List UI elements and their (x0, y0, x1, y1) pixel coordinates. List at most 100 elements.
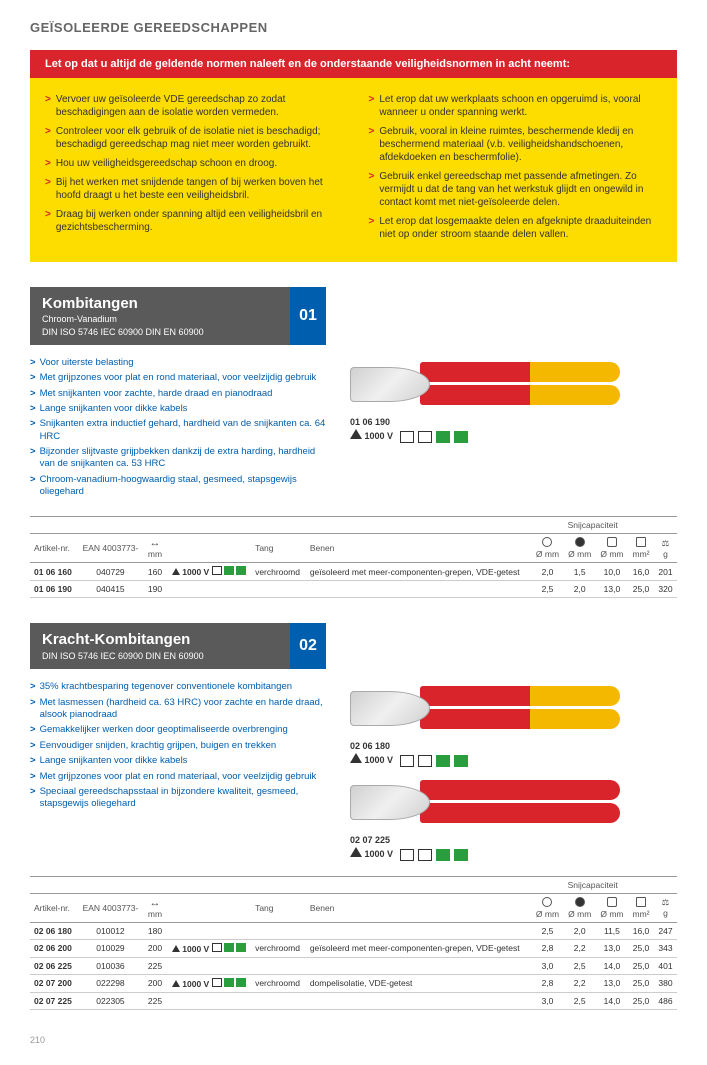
th-art: Artikel-nr. (30, 893, 77, 922)
cell-c1: 3,0 (531, 957, 563, 974)
cell-ean: 010036 (77, 957, 143, 974)
cell-g: 343 (654, 939, 677, 957)
warning-box: Let op dat u altijd de geldende normen n… (30, 50, 677, 262)
cell-art: 02 07 200 (30, 974, 77, 992)
section2-features: 35% krachtbesparing tegenover convention… (30, 681, 330, 860)
cell-art: 02 06 200 (30, 939, 77, 957)
cell-rating (166, 992, 251, 1009)
cell-tang: verchroomd (251, 939, 306, 957)
cell-mm: 160 (143, 563, 166, 581)
rating-icon-green (436, 849, 450, 861)
warning-item: Let erop dat uw werkplaats schoon en opg… (369, 93, 663, 119)
warning-item: Vervoer uw geïsoleerde VDE gereedschap z… (45, 93, 339, 119)
cell-c3: 13,0 (596, 974, 628, 992)
cell-c4: 16,0 (628, 563, 654, 581)
cell-art: 01 06 190 (30, 581, 77, 598)
th-benen: Benen (306, 534, 532, 563)
rating-icon-green (454, 849, 468, 861)
cell-g: 380 (654, 974, 677, 992)
plier-image-3 (350, 775, 677, 830)
section2-header: Kracht-Kombitangen DIN ISO 5746 IEC 6090… (30, 623, 677, 669)
cell-tang (251, 581, 306, 598)
feature-item: Bijzonder slijtvaste grijpbekken dankzij… (30, 446, 330, 471)
feature-item: Met snijkanten voor zachte, harde draad … (30, 388, 330, 400)
page-title: GEÏSOLEERDE GEREEDSCHAPPEN (30, 20, 677, 35)
cell-benen: geïsoleerd met meer-componenten-grepen, … (306, 563, 532, 581)
warning-item: Let erop dat losgemaakte delen en afgekn… (369, 215, 663, 241)
cell-benen (306, 922, 532, 939)
section2-table: SnijcapaciteitArtikel-nr.EAN 4003773-↔mm… (30, 876, 677, 1010)
feature-item: Speciaal gereedschapsstaal in bijzondere… (30, 786, 330, 811)
th-ean: EAN 4003773- (77, 534, 143, 563)
cell-g: 247 (654, 922, 677, 939)
cell-art: 01 06 160 (30, 563, 77, 581)
section1-image: 01 06 190 1000 V (350, 357, 677, 501)
th-c3: Ø mm (596, 534, 628, 563)
cell-c3: 14,0 (596, 992, 628, 1009)
warning-item: Draag bij werken onder spanning altijd e… (45, 208, 339, 234)
feature-item: Chroom-vanadium-hoogwaardig staal, gesme… (30, 474, 330, 499)
rating-icon-green (454, 431, 468, 443)
th-art: Artikel-nr. (30, 534, 77, 563)
cell-c4: 25,0 (628, 939, 654, 957)
cell-tang (251, 957, 306, 974)
cell-c2: 2,5 (564, 992, 596, 1009)
rating-icon (400, 431, 414, 443)
th-mm: ↔mm (143, 534, 166, 563)
th-tang: Tang (251, 893, 306, 922)
warning-item: Bij het werken met snijdende tangen of b… (45, 176, 339, 202)
cell-c2: 2,2 (564, 974, 596, 992)
cell-benen (306, 581, 532, 598)
rating-icon (418, 849, 432, 861)
image1-code: 01 06 190 (350, 417, 677, 427)
section1-norms: DIN ISO 5746 IEC 60900 DIN EN 60900 (42, 327, 278, 337)
cell-c3: 13,0 (596, 581, 628, 598)
cell-c1: 2,5 (531, 581, 563, 598)
section2-title: Kracht-Kombitangen (42, 631, 278, 648)
cell-c4: 25,0 (628, 974, 654, 992)
feature-item: Gemakkelijker werken door geoptimaliseer… (30, 724, 330, 736)
cell-c2: 2,5 (564, 957, 596, 974)
section2-norms: DIN ISO 5746 IEC 60900 DIN EN 60900 (42, 651, 278, 661)
cell-ean: 040415 (77, 581, 143, 598)
image2-code: 02 06 180 (350, 741, 677, 751)
rating-icon (418, 431, 432, 443)
feature-item: Eenvoudiger snijden, krachtig grijpen, b… (30, 740, 330, 752)
section1-title: Kombitangen (42, 295, 278, 312)
warning-header: Let op dat u altijd de geldende normen n… (30, 50, 677, 78)
cell-c3: 13,0 (596, 939, 628, 957)
th-g: ⚖g (654, 534, 677, 563)
th-g: ⚖g (654, 893, 677, 922)
section1-header: Kombitangen Chroom-Vanadium DIN ISO 5746… (30, 287, 677, 345)
cell-c4: 25,0 (628, 581, 654, 598)
cell-ean: 010012 (77, 922, 143, 939)
th-icons (166, 893, 251, 922)
th-ean: EAN 4003773- (77, 893, 143, 922)
image2-rating: 1000 V (350, 753, 677, 767)
cell-c1: 2,5 (531, 922, 563, 939)
table-row: 02 06 1800100121802,52,011,516,0247 (30, 922, 677, 939)
group-header: Snijcapaciteit (531, 517, 654, 534)
cell-tang: verchroomd (251, 563, 306, 581)
group-header: Snijcapaciteit (531, 876, 654, 893)
th-c1: Ø mm (531, 534, 563, 563)
cell-ean: 010029 (77, 939, 143, 957)
cell-mm: 225 (143, 957, 166, 974)
cell-mm: 190 (143, 581, 166, 598)
image1-rating: 1000 V (350, 429, 677, 443)
feature-item: Voor uiterste belasting (30, 357, 330, 369)
cell-c2: 2,0 (564, 922, 596, 939)
warning-right-col: Let erop dat uw werkplaats schoon en opg… (369, 93, 663, 247)
rating-icon-green (436, 431, 450, 443)
cell-rating (166, 922, 251, 939)
cell-rating (166, 581, 251, 598)
cell-art: 02 06 180 (30, 922, 77, 939)
cell-art: 02 06 225 (30, 957, 77, 974)
rating-icon-green (436, 755, 450, 767)
cell-c1: 2,8 (531, 939, 563, 957)
th-c4: mm² (628, 893, 654, 922)
plier-image-1 (350, 357, 677, 412)
triangle-icon (350, 753, 362, 763)
cell-art: 02 07 225 (30, 992, 77, 1009)
th-c4: mm² (628, 534, 654, 563)
